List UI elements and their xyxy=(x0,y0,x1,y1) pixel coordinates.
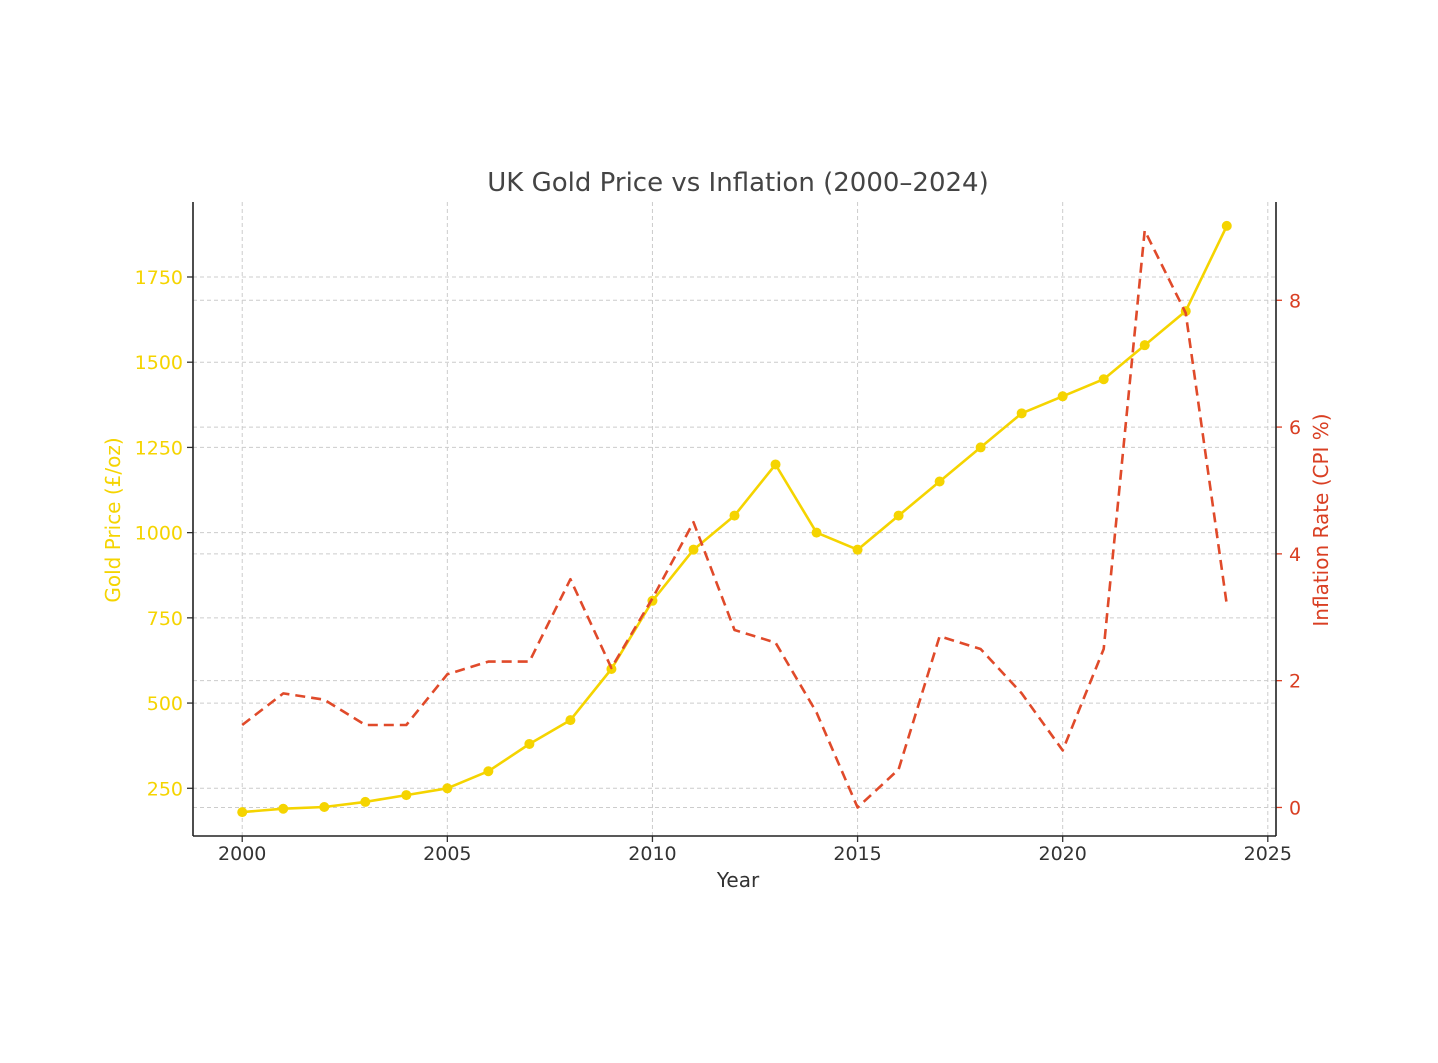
data-point-0-2022 xyxy=(1139,340,1150,351)
series-line-1 xyxy=(241,229,1229,809)
y-axis-left-label: Gold Price (£/oz) xyxy=(101,437,125,602)
data-point-0-2011 xyxy=(688,544,699,555)
y-left-tick-label-1750: 1750 xyxy=(135,267,183,289)
data-point-0-2014 xyxy=(811,527,822,538)
data-point-0-2008 xyxy=(565,715,576,726)
data-point-0-2018 xyxy=(975,442,986,453)
data-point-0-2007 xyxy=(524,738,535,749)
data-point-0-2024 xyxy=(1221,220,1232,231)
data-point-0-2012 xyxy=(729,510,740,521)
y-left-tick-label-750: 750 xyxy=(147,608,183,630)
x-tick-label-2015: 2015 xyxy=(833,843,881,865)
x-axis-label: Year xyxy=(716,868,760,892)
data-point-0-2017 xyxy=(934,476,945,487)
y-right-tick-label-4: 4 xyxy=(1289,544,1301,566)
data-point-0-2004 xyxy=(401,790,412,801)
data-point-0-2013 xyxy=(770,459,781,470)
y-left-tick-label-1000: 1000 xyxy=(135,523,183,545)
chart-title: UK Gold Price vs Inflation (2000–2024) xyxy=(487,168,988,198)
y-left-tick-label-1250: 1250 xyxy=(135,437,183,459)
y-left-tick-label-250: 250 xyxy=(147,778,183,800)
data-point-0-2002 xyxy=(319,802,330,813)
y-left-tick-label-1500: 1500 xyxy=(135,352,183,374)
y-right-tick-label-6: 6 xyxy=(1289,417,1301,439)
x-tick-label-2020: 2020 xyxy=(1039,843,1087,865)
data-point-0-2003 xyxy=(360,796,371,807)
data-point-0-2020 xyxy=(1057,391,1068,402)
x-tick-label-2005: 2005 xyxy=(423,843,471,865)
data-point-0-2016 xyxy=(893,510,904,521)
data-point-0-2006 xyxy=(483,766,494,777)
data-point-0-2000 xyxy=(237,807,248,818)
x-tick-label-2010: 2010 xyxy=(628,843,676,865)
data-point-0-2019 xyxy=(1016,408,1027,419)
y-right-tick-label-8: 8 xyxy=(1289,290,1301,312)
data-point-0-2015 xyxy=(852,544,863,555)
tick-labels: 2000 2005 2010 2015 2020 2025 250 500 750 1000 125… xyxy=(135,267,1301,865)
x-tick-label-2000: 2000 xyxy=(218,843,266,865)
data-point-0-2001 xyxy=(278,803,289,814)
x-tick-label-2025: 2025 xyxy=(1244,843,1292,865)
y-right-tick-label-0: 0 xyxy=(1289,797,1301,819)
data-point-0-2005 xyxy=(442,783,453,794)
y-axis-right-label: Inflation Rate (CPI %) xyxy=(1309,413,1333,626)
y-left-tick-label-500: 500 xyxy=(147,693,183,715)
axes xyxy=(187,202,1282,842)
series-layer xyxy=(237,220,1232,818)
grid-lines xyxy=(193,202,1276,836)
y-right-tick-label-2: 2 xyxy=(1289,671,1301,693)
data-point-0-2021 xyxy=(1098,374,1109,385)
